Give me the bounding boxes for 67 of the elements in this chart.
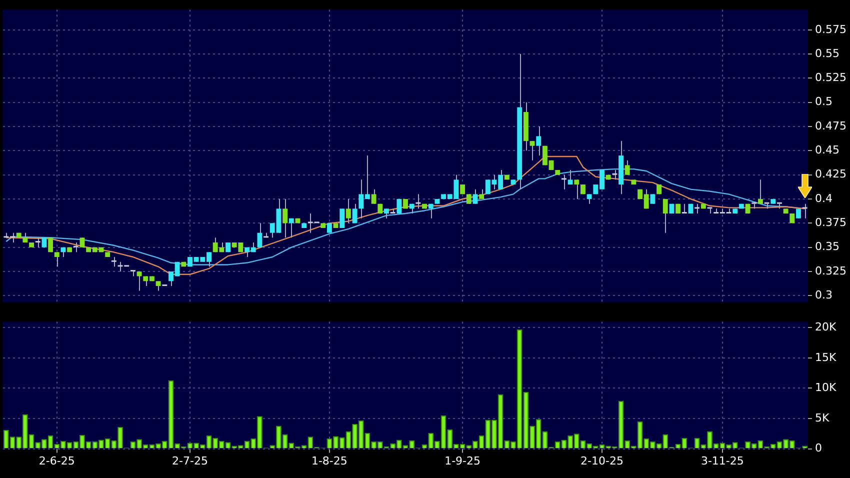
y-tick-label: 0.5 <box>815 95 832 108</box>
candlestick <box>416 194 421 210</box>
candlestick <box>326 222 332 234</box>
candlestick <box>73 242 78 253</box>
candlestick <box>136 270 142 292</box>
candlestick <box>694 203 700 214</box>
candlestick <box>707 207 712 214</box>
candlestick <box>574 179 580 200</box>
y-tick-label: 0.425 <box>815 168 846 181</box>
candlestick <box>682 203 687 214</box>
candlestick <box>472 188 478 204</box>
candlestick <box>796 208 801 219</box>
y-tick-label: 15K <box>815 350 837 364</box>
candlestick <box>288 218 294 238</box>
x-tick-label: 2-6-25 <box>38 454 75 468</box>
y-tick-label: 0.375 <box>815 216 846 230</box>
y-tick-label: 0.475 <box>815 119 846 132</box>
candlestick <box>764 202 770 210</box>
y-tick-label: 10K <box>815 381 837 394</box>
x-tick-label: 1-9-25 <box>444 454 481 468</box>
y-tick-label: 0.45 <box>815 144 840 157</box>
candlestick <box>22 232 28 243</box>
y-tick-label: 0.525 <box>815 71 846 84</box>
y-tick-label: 5K <box>815 411 830 424</box>
candlestick <box>352 203 358 224</box>
candlestick <box>48 237 54 253</box>
candlestick <box>466 194 472 204</box>
candlestick <box>35 237 40 248</box>
candlestick <box>340 208 345 228</box>
candlestick <box>346 198 351 224</box>
y-tick-label: 0.35 <box>815 240 840 254</box>
candlestick <box>384 208 389 219</box>
candlestick <box>568 170 573 186</box>
candlestick <box>752 202 757 210</box>
candlestick <box>624 160 630 176</box>
candlestick <box>80 237 85 248</box>
candlestick <box>396 199 402 214</box>
y-tick-label: 0.3 <box>815 288 832 302</box>
candlestick <box>530 140 535 161</box>
candlestick <box>662 198 668 234</box>
y-tick-label: 0.4 <box>815 192 832 205</box>
candlestick <box>758 179 763 204</box>
candlestick <box>111 256 116 268</box>
candlestick <box>371 188 376 204</box>
candlestick <box>54 252 60 268</box>
candlestick <box>130 270 136 277</box>
candlestick <box>282 198 288 238</box>
candlestick <box>650 194 656 204</box>
x-tick-label: 1-8-25 <box>311 454 348 468</box>
candlestick <box>42 237 47 248</box>
candlestick <box>536 126 542 156</box>
y-tick-label: 0.55 <box>815 46 840 60</box>
candlestick <box>777 202 782 210</box>
x-tick-label: 2-7-25 <box>172 454 208 468</box>
candlestick <box>612 170 618 180</box>
candlestick <box>802 203 808 219</box>
y-tick-label: 20K <box>815 320 837 334</box>
candlestick <box>257 222 262 248</box>
candlestick <box>156 280 161 292</box>
candlestick <box>428 203 434 219</box>
candlestick <box>586 194 592 204</box>
y-tick-label: 0.575 <box>815 22 846 36</box>
y-tick-label: 0.325 <box>815 264 846 278</box>
x-tick-label: 3-11-25 <box>700 454 744 468</box>
y-tick-label: 0 <box>815 442 822 455</box>
candlestick <box>561 174 566 190</box>
x-tick-label: 2-10-25 <box>580 454 624 468</box>
